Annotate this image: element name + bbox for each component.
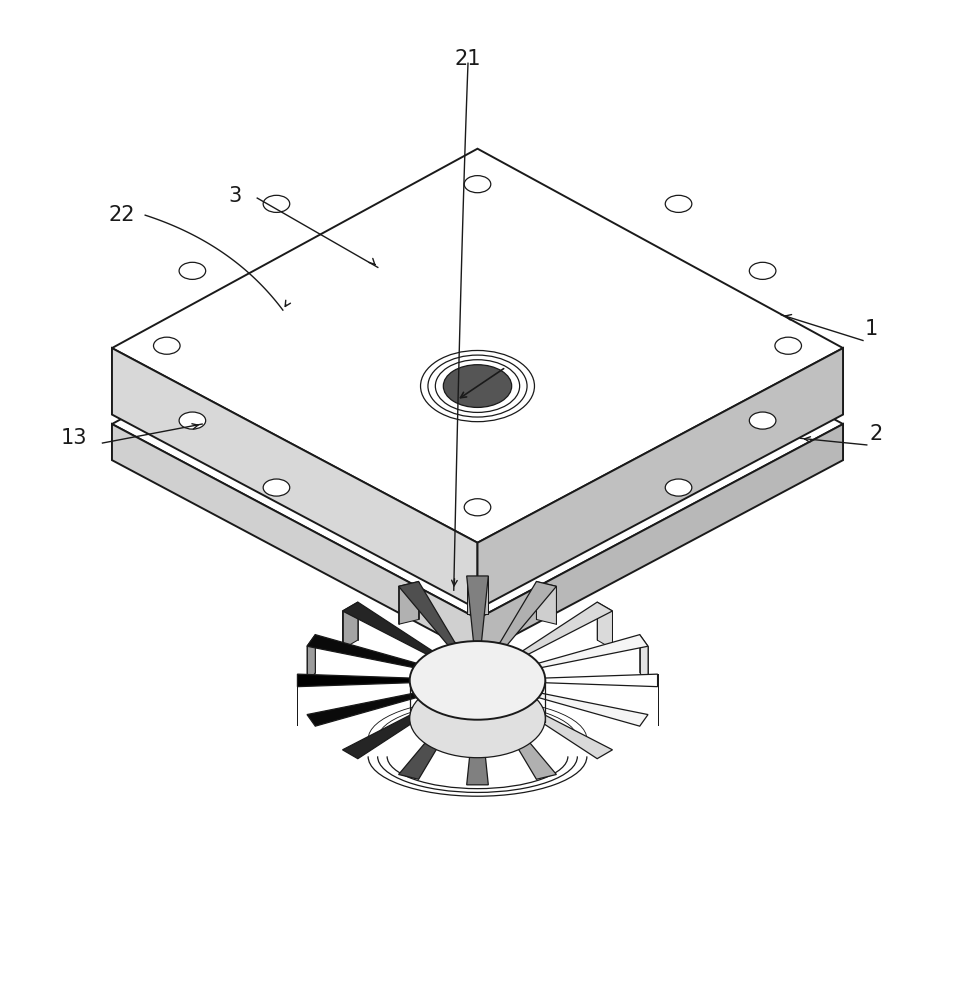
Polygon shape <box>112 149 843 543</box>
Text: 2: 2 <box>870 424 882 444</box>
Ellipse shape <box>264 195 289 212</box>
Polygon shape <box>343 602 358 649</box>
Text: 22: 22 <box>108 205 135 225</box>
Ellipse shape <box>443 365 512 407</box>
Polygon shape <box>307 635 315 684</box>
Text: 21: 21 <box>455 49 481 69</box>
Polygon shape <box>307 635 419 668</box>
Ellipse shape <box>410 679 545 758</box>
Polygon shape <box>478 424 843 655</box>
Polygon shape <box>499 714 557 779</box>
Ellipse shape <box>154 337 180 354</box>
Polygon shape <box>640 635 648 684</box>
Polygon shape <box>467 576 488 643</box>
Ellipse shape <box>775 337 801 354</box>
Polygon shape <box>467 576 488 614</box>
Ellipse shape <box>750 412 775 429</box>
Polygon shape <box>112 348 478 609</box>
Ellipse shape <box>666 479 691 496</box>
Polygon shape <box>536 693 648 726</box>
Ellipse shape <box>180 412 205 429</box>
Polygon shape <box>112 424 478 655</box>
Ellipse shape <box>180 262 205 279</box>
Text: 13: 13 <box>61 428 87 448</box>
Polygon shape <box>343 705 435 759</box>
Text: 3: 3 <box>229 186 242 206</box>
Polygon shape <box>398 582 418 624</box>
Polygon shape <box>537 582 557 624</box>
Ellipse shape <box>410 641 545 720</box>
Polygon shape <box>520 705 612 759</box>
Polygon shape <box>520 602 612 656</box>
Polygon shape <box>499 582 557 647</box>
Ellipse shape <box>264 479 289 496</box>
Ellipse shape <box>464 499 491 516</box>
Ellipse shape <box>464 176 491 193</box>
Ellipse shape <box>750 262 775 279</box>
Polygon shape <box>467 718 488 785</box>
Polygon shape <box>398 714 456 779</box>
Text: 1: 1 <box>865 319 879 339</box>
Ellipse shape <box>666 195 691 212</box>
Polygon shape <box>112 225 843 619</box>
Polygon shape <box>398 582 456 647</box>
Polygon shape <box>478 348 843 609</box>
Polygon shape <box>343 602 435 656</box>
Polygon shape <box>541 674 658 687</box>
Polygon shape <box>297 674 414 687</box>
Polygon shape <box>597 602 612 649</box>
Polygon shape <box>536 635 648 668</box>
Polygon shape <box>307 693 419 726</box>
